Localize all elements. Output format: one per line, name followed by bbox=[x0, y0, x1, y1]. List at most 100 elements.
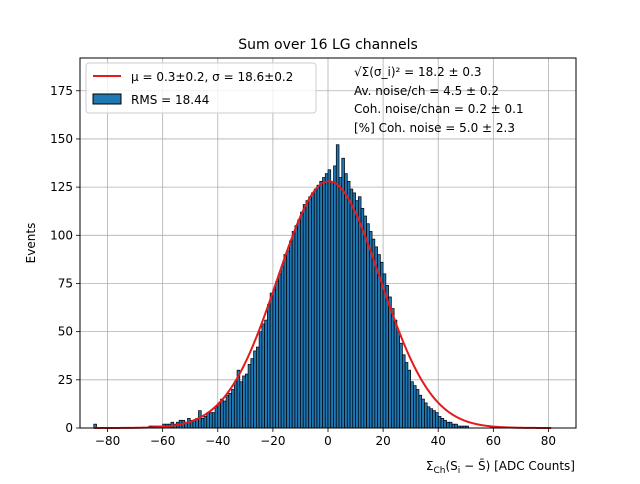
histogram-bar bbox=[424, 402, 428, 429]
legend-rms-patch-swatch bbox=[92, 93, 122, 105]
histogram-bar bbox=[198, 410, 202, 429]
histogram-bar bbox=[404, 362, 409, 429]
histogram-bar bbox=[319, 180, 323, 429]
histogram-bar bbox=[253, 350, 257, 429]
histogram-bar bbox=[222, 400, 227, 429]
histogram-bar bbox=[407, 369, 412, 429]
histogram-bar bbox=[316, 184, 321, 429]
histogram-bar bbox=[443, 419, 447, 429]
histogram-bar bbox=[432, 410, 436, 429]
histogram-bar bbox=[239, 381, 243, 429]
histogram-bar bbox=[402, 354, 406, 429]
x-tick-label: 80 bbox=[541, 434, 556, 448]
histogram-bar bbox=[261, 323, 265, 429]
histogram-bar bbox=[327, 169, 332, 429]
x-tick-label: −40 bbox=[205, 434, 230, 448]
histogram-bar bbox=[421, 398, 425, 429]
gaussian-fit-curve bbox=[93, 180, 552, 429]
histogram-bar bbox=[305, 200, 310, 429]
histogram-bar bbox=[225, 394, 230, 429]
histogram-bar bbox=[385, 285, 389, 429]
x-tick-label: −60 bbox=[150, 434, 175, 448]
histogram-bar bbox=[454, 423, 458, 429]
histogram-bar bbox=[388, 296, 392, 429]
annotation-coherent-noise-percent: [%] Coh. noise = 5.0 ± 2.3 bbox=[354, 121, 515, 135]
histogram-bar bbox=[283, 254, 288, 429]
histogram-bar bbox=[410, 381, 414, 429]
y-tick-label: 0 bbox=[65, 421, 73, 435]
histogram-bar bbox=[308, 196, 312, 429]
histogram-bar bbox=[413, 385, 417, 429]
histogram-bar bbox=[435, 412, 439, 429]
histogram-bar bbox=[203, 416, 208, 429]
x-tick-label: 60 bbox=[486, 434, 501, 448]
y-tick-label: 150 bbox=[50, 132, 73, 146]
histogram-bar bbox=[297, 219, 301, 429]
chart-title: Sum over 16 LG channels bbox=[238, 37, 418, 53]
histogram-bar bbox=[451, 423, 456, 429]
histogram-bar bbox=[324, 173, 329, 429]
histogram-bar bbox=[258, 331, 263, 429]
histogram-bar bbox=[333, 165, 337, 429]
histogram-bar bbox=[244, 373, 249, 429]
histogram-bar bbox=[418, 394, 423, 429]
histogram-bar bbox=[437, 416, 442, 429]
fit-annotations: √Σ(σ_i)² = 18.2 ± 0.3 Av. noise/ch = 4.5… bbox=[354, 65, 524, 135]
y-tick-label: 125 bbox=[50, 180, 73, 194]
histogram-bar bbox=[426, 406, 431, 429]
x-tick-label: −20 bbox=[260, 434, 285, 448]
histogram-bar bbox=[242, 375, 246, 429]
histogram-bar bbox=[233, 381, 238, 429]
histogram-bar bbox=[335, 144, 340, 429]
histogram-bar bbox=[352, 192, 356, 429]
histogram-bar bbox=[313, 188, 318, 429]
y-tick-label: 175 bbox=[50, 84, 73, 98]
y-axis-ticks: 0 25 50 75 100 125 150 175 bbox=[50, 84, 80, 435]
x-axis-label: ΣCh(Si − S̄) [ADC Counts] bbox=[426, 459, 575, 476]
histogram-bar bbox=[250, 358, 254, 429]
histogram-bar bbox=[231, 389, 235, 429]
histogram-bar bbox=[366, 223, 370, 429]
histogram-bar bbox=[360, 207, 365, 429]
histogram-bar bbox=[391, 308, 395, 429]
histogram-bar bbox=[341, 157, 345, 429]
histogram-bar bbox=[280, 265, 285, 429]
histogram-bar bbox=[275, 281, 279, 429]
histogram-bar bbox=[346, 180, 351, 429]
histogram-bar bbox=[344, 173, 348, 429]
histogram-bar bbox=[440, 418, 445, 429]
histogram-bar bbox=[415, 389, 420, 429]
legend-rms-label: RMS = 18.44 bbox=[131, 93, 209, 107]
histogram-bar bbox=[300, 211, 304, 429]
y-axis-label: Events bbox=[24, 223, 38, 264]
histogram-bar bbox=[429, 408, 434, 429]
histogram-bar bbox=[269, 292, 274, 429]
legend-box bbox=[85, 62, 317, 114]
histogram-bar bbox=[256, 346, 260, 429]
histogram-bar bbox=[211, 412, 216, 429]
gaussian-fit bbox=[93, 180, 552, 429]
legend-fit-label: μ = 0.3±0.2, σ = 18.6±0.2 bbox=[131, 70, 293, 84]
y-tick-label: 50 bbox=[58, 325, 73, 339]
y-tick-label: 100 bbox=[50, 228, 73, 242]
histogram-bar bbox=[289, 240, 293, 429]
histogram-bar bbox=[393, 319, 398, 429]
histogram-bar bbox=[286, 250, 290, 429]
histogram-bar bbox=[247, 364, 252, 429]
histogram-bar bbox=[338, 177, 343, 429]
histogram-bar bbox=[355, 200, 359, 429]
y-tick-label: 25 bbox=[58, 373, 73, 387]
histogram-bar bbox=[374, 246, 378, 429]
histogram-bar bbox=[220, 398, 224, 429]
histogram-bar bbox=[272, 288, 276, 429]
annotation-quadrature-sum: √Σ(σ_i)² = 18.2 ± 0.3 bbox=[354, 65, 482, 79]
histogram-bar bbox=[371, 238, 376, 429]
histogram-bar bbox=[228, 392, 232, 429]
histogram-bar bbox=[399, 342, 403, 429]
histogram-bar bbox=[322, 177, 326, 429]
annotation-average-noise: Av. noise/ch = 4.5 ± 0.2 bbox=[354, 84, 499, 98]
histogram-bar bbox=[291, 231, 296, 429]
histogram-bar bbox=[448, 421, 453, 429]
